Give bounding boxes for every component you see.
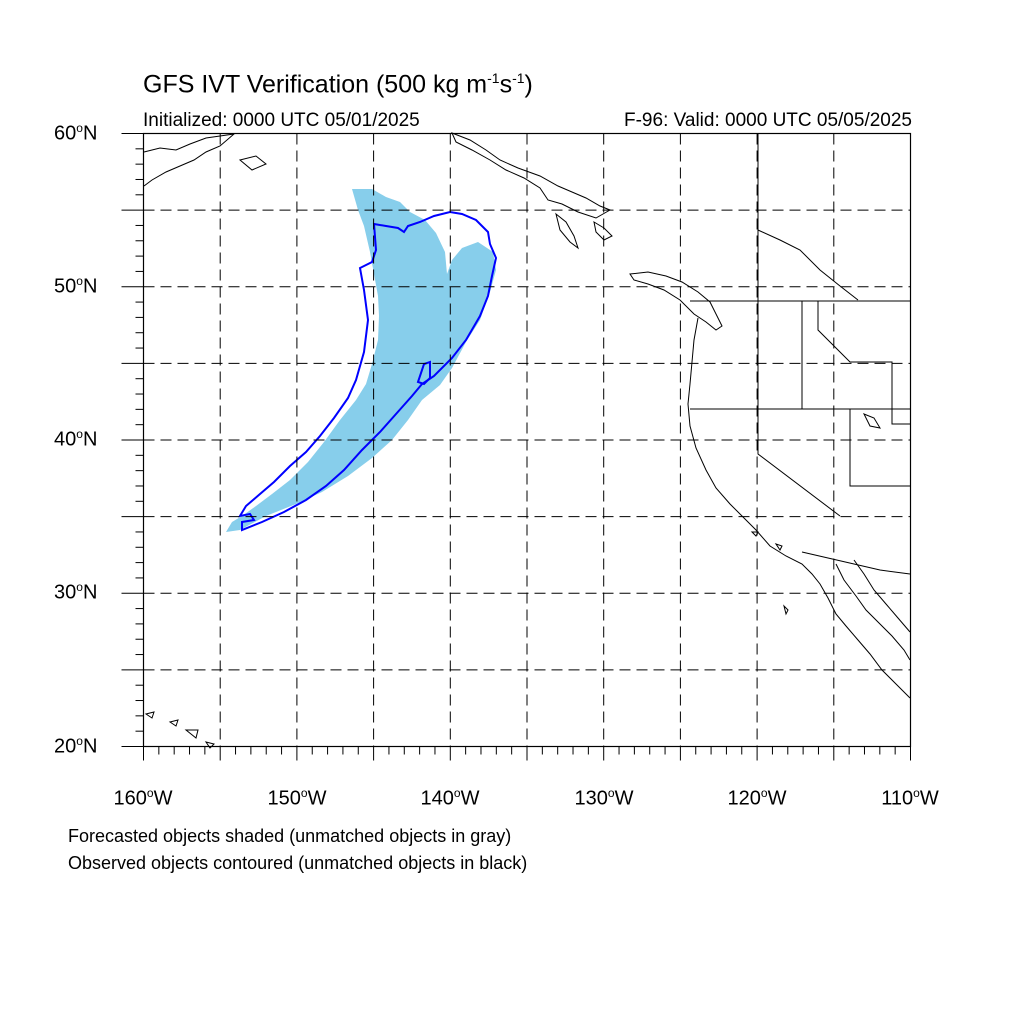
baja-coastline xyxy=(835,563,911,661)
mexico-mainland-coastline xyxy=(853,559,911,633)
canada-coastline xyxy=(629,271,723,331)
lat-label-30n: 30oN xyxy=(54,580,98,604)
lat-label-40n: 40oN xyxy=(54,427,98,451)
aleutian-coastline xyxy=(143,133,236,187)
lon-label-130w: 130oW xyxy=(574,786,634,810)
alaska-coastline xyxy=(451,132,612,219)
alaska-islands xyxy=(238,155,613,250)
coastlines xyxy=(143,132,911,749)
forecast-object-fill xyxy=(226,189,496,532)
lon-label-120w: 120oW xyxy=(727,786,787,810)
lon-label-150w: 150oW xyxy=(267,786,327,810)
observed-object-contour xyxy=(237,210,498,532)
observed-object-notch xyxy=(416,360,431,386)
hawaii-islands xyxy=(144,711,215,749)
forecast-note: Forecasted objects shaded (unmatched obj… xyxy=(68,826,512,846)
lon-label-160w: 160oW xyxy=(113,786,173,810)
lat-label-20n: 20oN xyxy=(54,734,98,758)
observed-note: Observed objects contoured (unmatched ob… xyxy=(68,853,528,873)
lon-label-140w: 140oW xyxy=(420,786,480,810)
state-borders xyxy=(690,133,911,575)
lat-label-50n: 50oN xyxy=(54,274,98,298)
us-west-coastline xyxy=(687,317,911,699)
valid-time-label: F-96: Valid: 0000 UTC 05/05/2025 xyxy=(624,110,912,131)
initialized-label: Initialized: 0000 UTC 05/01/2025 xyxy=(143,110,420,131)
graticule xyxy=(143,133,911,747)
axis-ticks xyxy=(121,133,911,761)
lat-label-60n: 60oN xyxy=(54,121,98,145)
lon-label-110w: 110oW xyxy=(881,786,939,810)
chart-title: GFS IVT Verification (500 kg m-1s-1) xyxy=(143,70,533,99)
gulf-islands xyxy=(750,413,882,616)
